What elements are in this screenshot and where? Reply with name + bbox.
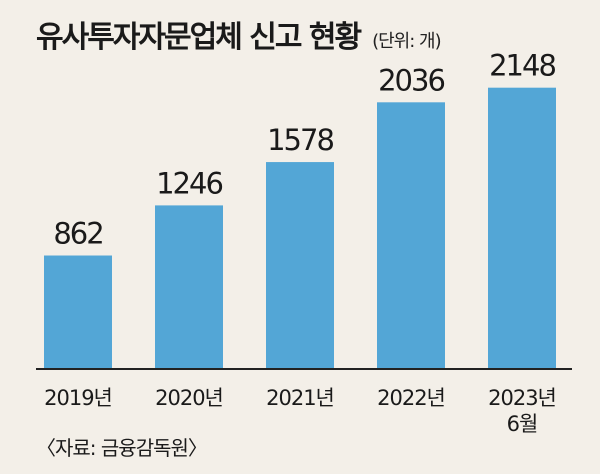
bar-2 [266,162,334,368]
bar-1 [155,205,223,368]
category-label-2: 2021년 [266,386,334,410]
source-note: 〈자료: 금융감독원〉 [36,436,208,460]
category-label-4-0: 2023년 [488,386,556,410]
value-label-2: 1578 [267,123,333,157]
category-label-3: 2022년 [377,386,445,410]
bar-0 [44,255,112,368]
bars-group: 862 2019년 1246 2020년 1578 2021년 2036 2022년 2148 2… [44,49,557,436]
bar-3 [377,102,445,368]
unit-label: (단위: 개) [372,31,442,52]
value-label-4: 2148 [489,49,555,83]
title-row: 유사투자자문업체 신고 현황 (단위: 개) [36,12,442,56]
value-label-0: 862 [53,217,102,251]
category-label-1: 2020년 [155,386,223,410]
category-label-4-1: 6월 [507,412,538,436]
category-label-0: 2019년 [44,386,112,410]
value-label-3: 2036 [378,63,444,97]
bar-4 [488,87,556,368]
value-label-1: 1246 [156,166,222,200]
chart-title: 유사투자자문업체 신고 현황 [36,20,362,55]
